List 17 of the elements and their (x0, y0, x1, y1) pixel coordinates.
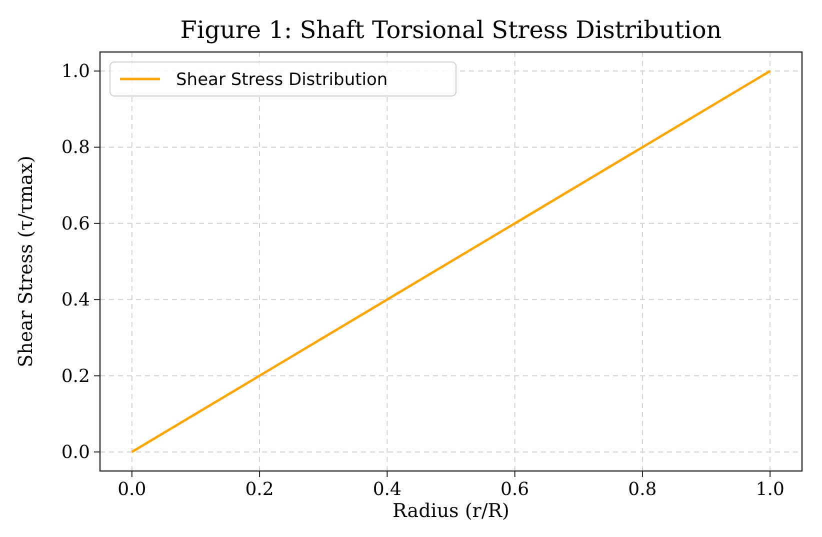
y-tick-label: 0.2 (61, 366, 90, 387)
x-tick-label: 0.8 (628, 479, 657, 500)
y-tick-label: 0.8 (61, 137, 90, 158)
chart-title: Figure 1: Shaft Torsional Stress Distribution (180, 16, 722, 44)
x-axis-title: Radius (r/R) (392, 500, 510, 522)
y-tick-label: 1.0 (61, 61, 90, 82)
legend-label: Shear Stress Distribution (176, 70, 388, 90)
y-tick-label: 0.4 (61, 290, 90, 311)
y-tick-label: 0.6 (61, 213, 90, 234)
x-tick-label: 0.2 (245, 479, 274, 500)
x-tick-label: 1.0 (756, 479, 784, 500)
x-tick-label: 0.4 (372, 479, 402, 500)
x-tick-label: 0.0 (118, 479, 146, 500)
line-series (130, 70, 772, 454)
y-tick-label: 0.0 (61, 442, 90, 463)
y-axis-title: Shear Stress (τ/τmax) (15, 156, 37, 368)
x-tick-label: 0.6 (500, 479, 530, 500)
